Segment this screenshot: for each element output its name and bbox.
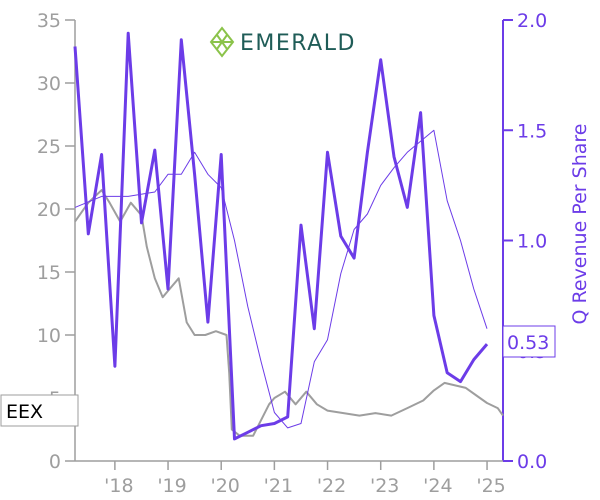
right-axis-label: Q Revenue Per Share — [569, 124, 591, 325]
right-y-axis: 0.00.51.01.52.0 — [503, 10, 547, 473]
x-tick-label: '21 — [264, 475, 293, 497]
x-tick-label: '19 — [157, 475, 186, 497]
x-tick-label: '23 — [370, 475, 399, 497]
ticker-label: EEX — [6, 401, 43, 423]
left-y-axis: 05101520253035 — [37, 10, 75, 473]
x-tick-label: '25 — [476, 475, 505, 497]
left-tick-label: 15 — [37, 262, 61, 284]
x-tick-label: '22 — [317, 475, 346, 497]
logo-text: EMERALD — [240, 31, 356, 56]
right-tick-label: 2.0 — [517, 10, 547, 32]
logo: EMERALD — [209, 26, 356, 58]
left-tick-label: 35 — [37, 10, 61, 32]
left-tick-label: 10 — [37, 325, 61, 347]
left-tick-label: 20 — [37, 199, 61, 221]
x-tick-label: '18 — [104, 475, 133, 497]
left-tick-label: 30 — [37, 73, 61, 95]
right-tick-label: 1.0 — [517, 231, 547, 253]
right-tick-label: 1.5 — [517, 120, 547, 142]
left-tick-label: 0 — [49, 451, 61, 473]
x-tick-label: '20 — [211, 475, 240, 497]
ttm-revenue-series-line — [74, 129, 488, 429]
quarterly-revenue-series-line — [73, 31, 489, 441]
series-layer — [73, 31, 504, 441]
ticker-label-box: EEX — [0, 394, 79, 427]
current-value-box: 0.53 — [502, 325, 556, 358]
right-tick-label: 0.0 — [517, 451, 547, 473]
left-tick-label: 25 — [37, 136, 61, 158]
emerald-logo-icon — [209, 26, 235, 58]
x-axis: '18 '19 '20 '21 '22 '23 '24 '25 — [104, 461, 506, 497]
current-value-label: 0.53 — [507, 332, 549, 354]
x-tick-label: '24 — [423, 475, 452, 497]
price-series-line — [74, 189, 504, 437]
